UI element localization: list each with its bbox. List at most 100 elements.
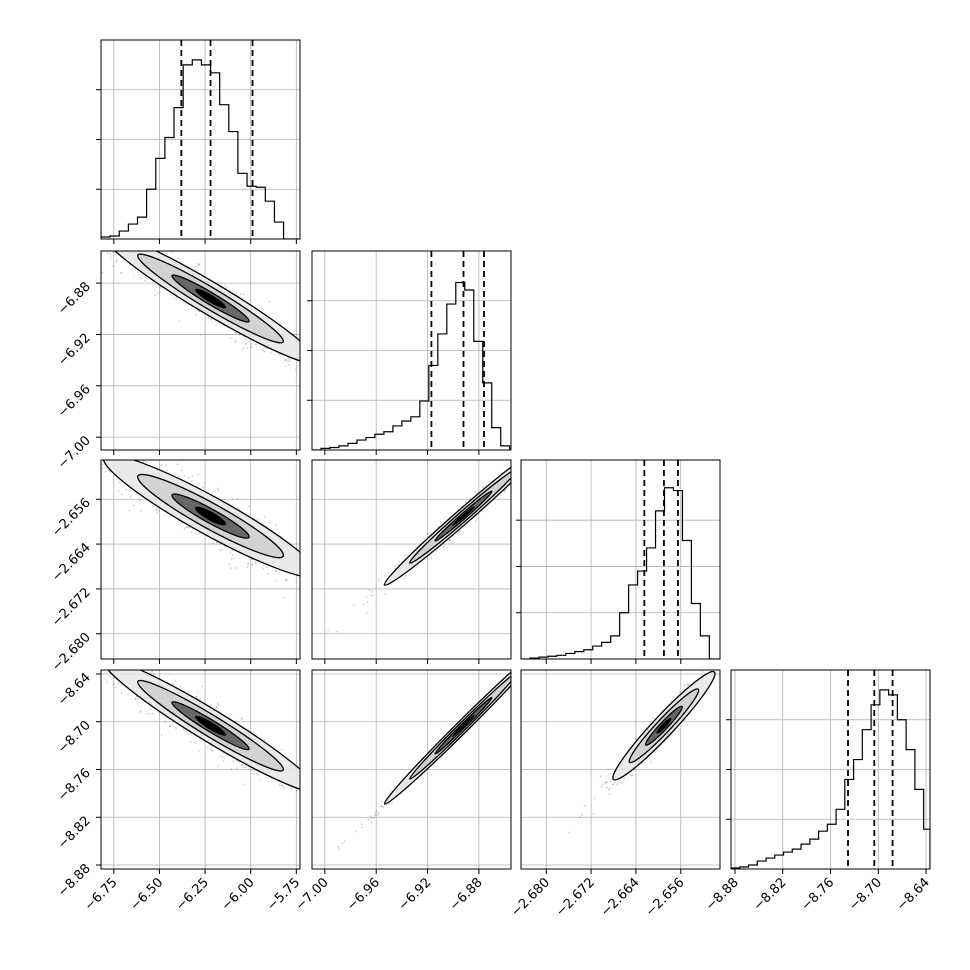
point-3-1-48 (512, 675, 514, 677)
point-2-1-827 (378, 578, 381, 581)
point-2-0-148 (132, 504, 135, 507)
point-3-0-817 (230, 767, 233, 770)
point-1-0-237 (86, 243, 88, 245)
point-2-1-700 (365, 595, 368, 598)
point-3-0-30 (195, 696, 197, 698)
point-1-0-677 (195, 313, 198, 316)
point-3-1-722 (512, 675, 514, 677)
point-2-0-6 (89, 464, 91, 466)
point-3-0-268 (194, 741, 197, 744)
point-3-1-247 (512, 680, 514, 682)
point-3-2-274 (601, 783, 604, 786)
point-2-0-739 (247, 562, 250, 565)
point-1-0-582 (169, 294, 172, 297)
point-2-1-54 (536, 449, 538, 451)
point-3-0-624 (151, 670, 154, 673)
point-1-0-638 (234, 341, 237, 344)
panel-3-2: −2.680 −2.672 −2.664 −2.656 (508, 669, 721, 920)
point-3-1-367 (513, 672, 515, 674)
point-3-0-597 (238, 761, 241, 764)
point-3-0-716 (210, 704, 212, 706)
point-3-0-533 (182, 728, 185, 730)
point-2-0-621 (228, 563, 230, 566)
point-2-0-398 (267, 573, 269, 575)
point-3-0-499 (221, 752, 224, 755)
point-2-0-196 (194, 532, 197, 535)
point-3-1-580 (514, 674, 516, 676)
point-1-0-516 (110, 248, 112, 250)
point-1-0-217 (128, 247, 130, 249)
point-1-0-428 (286, 359, 288, 362)
point-3-1-850 (382, 806, 385, 808)
point-1-0-740 (109, 253, 112, 255)
scatter-2-1 (327, 449, 538, 633)
point-1-0-464 (109, 256, 112, 259)
point-2-1-503 (518, 469, 520, 471)
point-2-1-300 (517, 471, 519, 473)
point-3-0-349 (105, 680, 108, 683)
point-3-1-589 (354, 830, 357, 833)
xtick-label-0-1: −6.50 (127, 875, 166, 914)
point-2-1-637 (437, 525, 440, 528)
point-2-0-253 (48, 438, 50, 440)
point-1-0-84 (313, 346, 315, 348)
point-2-0-614 (232, 498, 234, 500)
point-2-0-79 (107, 453, 109, 455)
point-1-0-622 (217, 282, 220, 285)
ytick-label-2-1: −2.672 (49, 585, 94, 630)
point-2-1-90 (422, 537, 425, 539)
point-2-0-397 (231, 554, 234, 556)
point-3-0-304 (281, 784, 284, 787)
point-2-0-168 (101, 463, 104, 466)
point-3-1-859 (529, 660, 531, 662)
point-1-0-812 (76, 249, 78, 251)
xtick-label-0-3: −6.00 (219, 875, 258, 914)
point-2-1-254 (405, 575, 407, 578)
point-2-0-232 (156, 512, 158, 515)
point-2-1-579 (530, 450, 532, 452)
point-3-0-133 (198, 750, 200, 752)
point-1-0-390 (334, 390, 336, 392)
ytick-label-1-2: −6.92 (55, 331, 94, 370)
point-3-1-384 (370, 815, 372, 818)
point-1-0-700 (289, 358, 292, 361)
point-2-1-425 (518, 458, 520, 460)
point-3-1-398 (514, 677, 516, 679)
point-1-0-578 (175, 298, 178, 301)
point-3-1-253 (515, 673, 517, 675)
scatter-1-0 (76, 243, 336, 392)
point-1-0-795 (268, 300, 271, 303)
point-2-0-630 (140, 509, 142, 512)
point-3-0-20 (187, 733, 190, 735)
point-2-1-102 (442, 545, 445, 548)
point-3-0-538 (290, 787, 293, 790)
point-3-1-45 (513, 673, 515, 675)
point-2-0-511 (262, 567, 265, 570)
point-2-0-577 (95, 461, 97, 463)
point-3-0-790 (301, 802, 303, 804)
point-3-0-393 (169, 724, 171, 727)
point-1-0-258 (287, 357, 290, 360)
point-3-0-184 (198, 697, 201, 700)
point-3-0-473 (175, 727, 178, 730)
point-2-0-184 (104, 470, 107, 473)
point-3-0-141 (152, 671, 155, 674)
point-2-1-394 (327, 629, 329, 632)
point-2-0-96 (142, 460, 145, 463)
point-3-0-145 (280, 748, 283, 751)
point-3-1-141 (388, 802, 391, 805)
frame-2-2 (520, 459, 721, 660)
point-3-0-572 (172, 682, 174, 685)
point-3-1-739 (536, 649, 538, 651)
point-2-0-413 (251, 563, 254, 566)
point-3-0-614 (211, 749, 214, 752)
point-2-0-227 (230, 567, 233, 570)
point-2-0-307 (91, 448, 93, 450)
point-1-0-202 (128, 245, 130, 247)
point-2-0-235 (129, 495, 132, 498)
point-3-0-747 (206, 746, 209, 749)
point-3-0-177 (203, 698, 206, 701)
point-3-0-496 (149, 708, 152, 711)
point-1-0-158 (159, 287, 162, 289)
